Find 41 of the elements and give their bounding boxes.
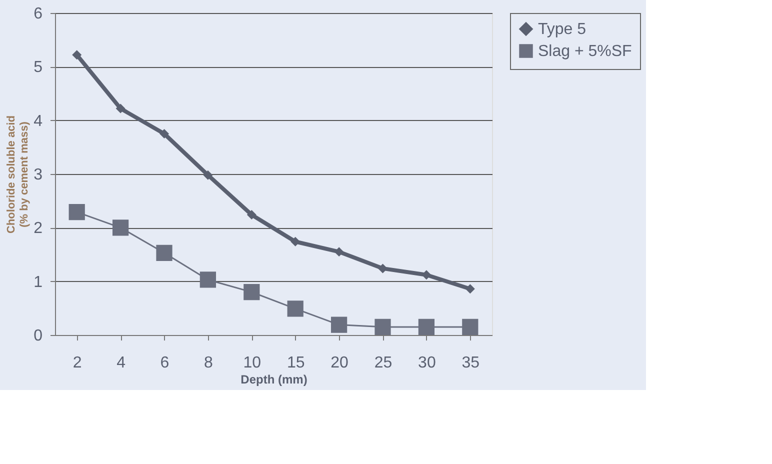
point [422,270,432,280]
y-tick-label: 0 [34,328,43,344]
y-tick-label: 1 [34,274,43,291]
y-tick-label: 5 [34,59,43,76]
point [374,318,391,336]
point [290,236,300,246]
legend-label: Type 5 [538,21,586,38]
point [160,129,169,138]
y-tick-label: 6 [34,6,43,22]
point [72,50,82,60]
point [112,220,129,236]
x-tick-label: 4 [116,354,126,372]
x-tick-label: 25 [374,354,392,372]
y-tick-label: 4 [34,112,43,130]
point [334,247,344,257]
point [246,210,256,220]
point [116,104,126,114]
point [68,204,85,220]
point [156,244,172,261]
y-tick-label: 2 [34,220,43,238]
point [418,318,435,336]
x-tick-label: 35 [462,354,480,372]
point [465,284,475,294]
x-axis-title: Depth (mm) [240,372,308,386]
y-tick-label: 3 [34,166,43,184]
point [378,264,388,274]
x-tick-label: 6 [160,354,170,372]
point [330,316,348,333]
x-tick-label: 8 [204,354,213,372]
x-tick-label: 10 [243,354,262,372]
x-tick-label: 15 [286,354,305,372]
point [203,170,213,180]
x-tick-label: 30 [418,354,436,372]
y-axis-title: Choloride soluble acid (% by cement mass) [6,116,31,234]
point [462,318,478,336]
x-tick-label: 20 [330,354,349,372]
legend-label: Slag + 5%SF [538,43,632,60]
point [200,272,216,288]
x-tick-label: 2 [72,354,82,372]
point [287,300,304,317]
point [244,284,260,300]
